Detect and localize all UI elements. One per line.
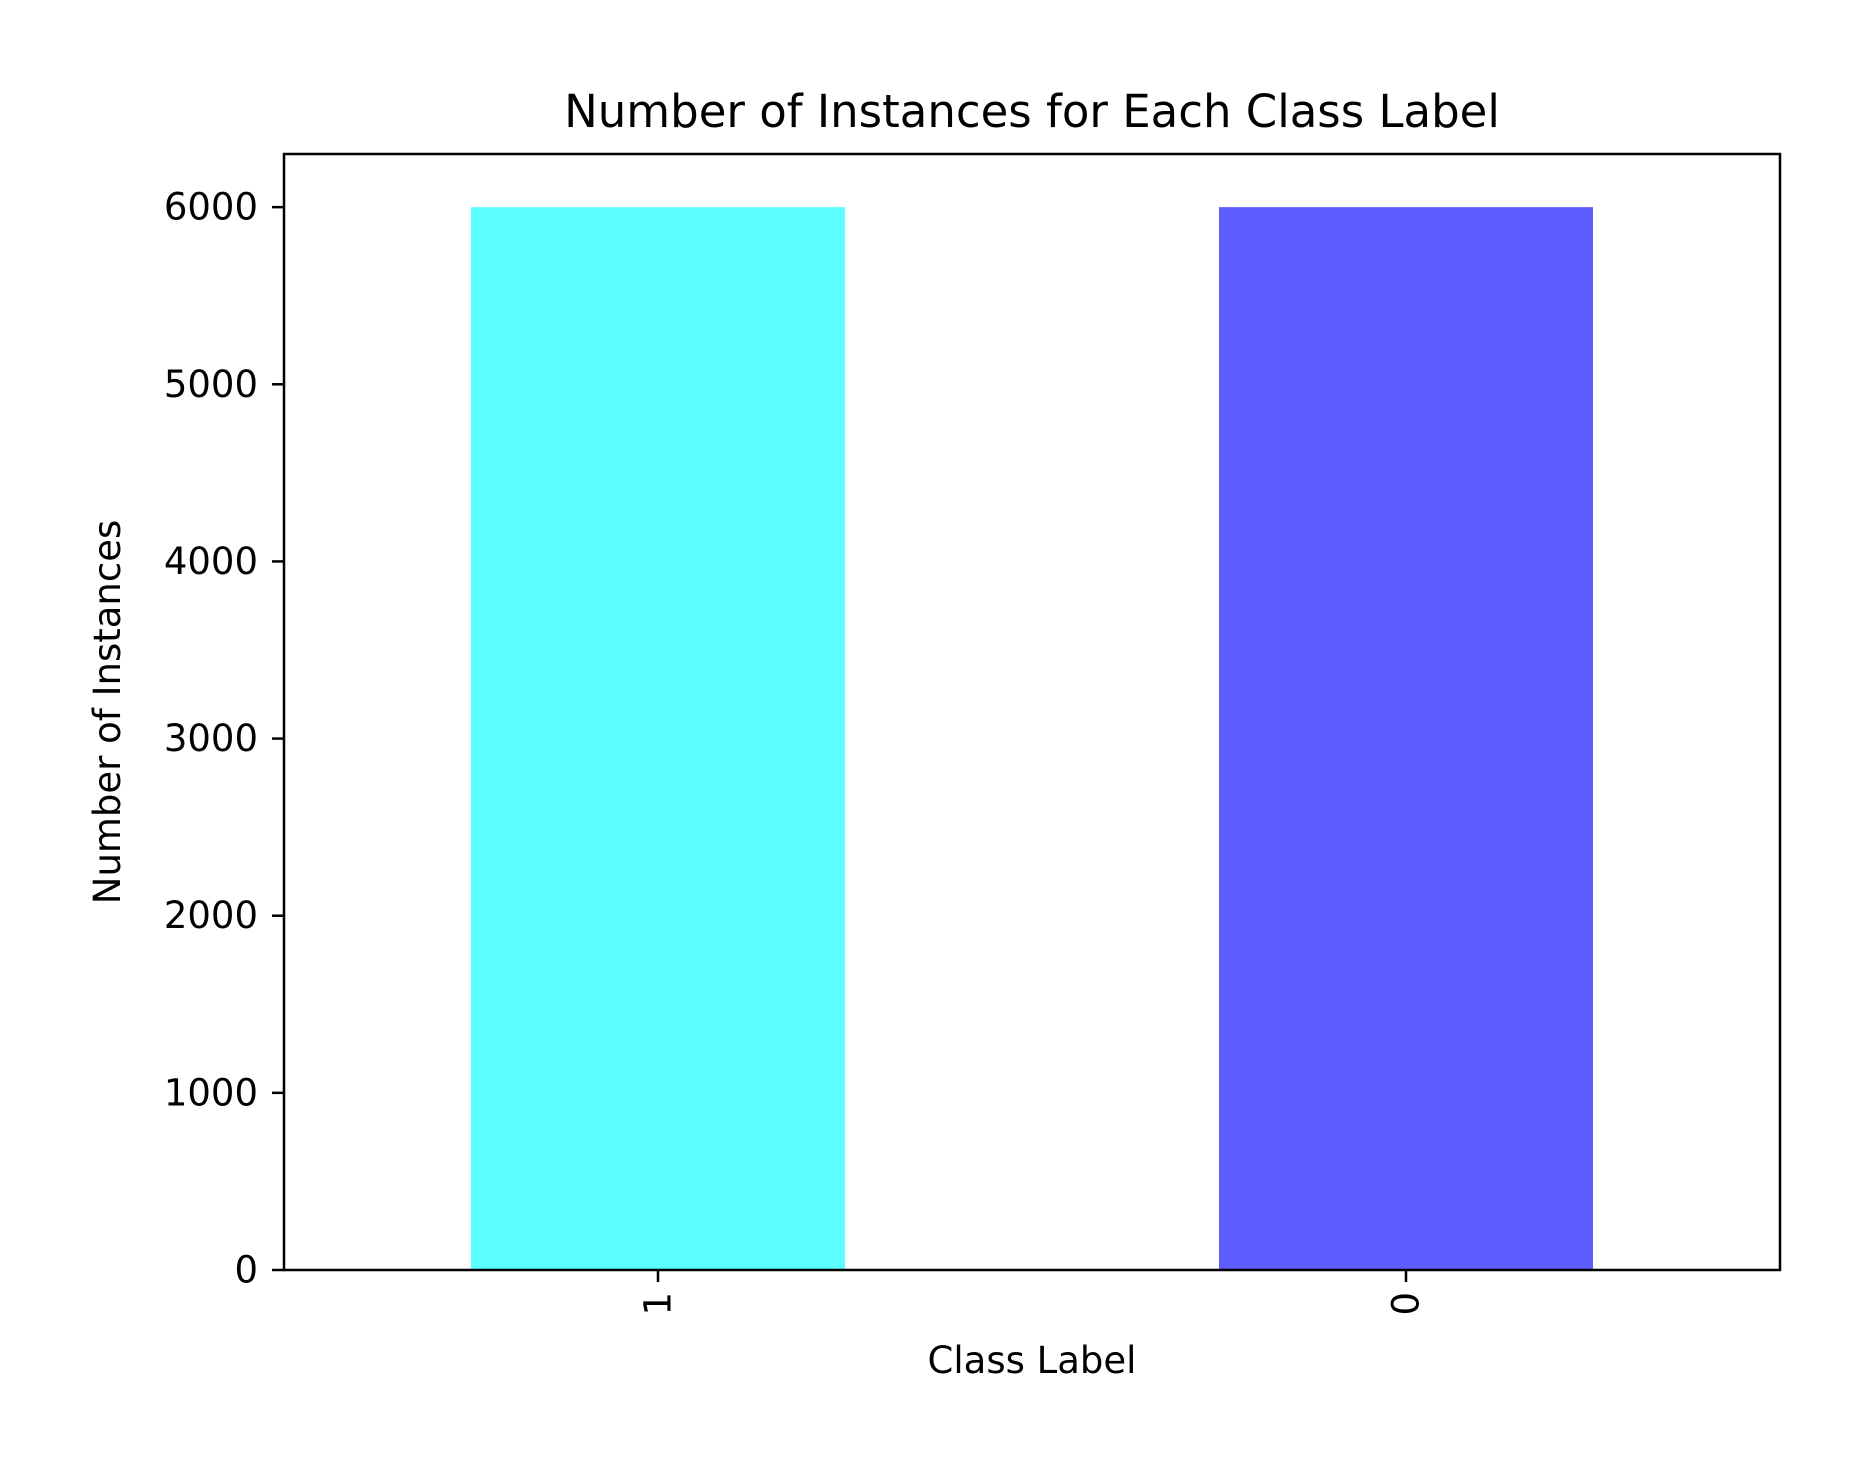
bar-0	[1219, 207, 1593, 1271]
x-tick-label-0: 0	[1385, 1292, 1428, 1316]
x-tick-label-1: 1	[637, 1292, 680, 1316]
y-axis-label: Number of Instances	[86, 520, 129, 904]
y-tick-label-5000: 5000	[164, 363, 258, 406]
y-tick-label-6000: 6000	[164, 186, 258, 229]
y-tick-label-2000: 2000	[164, 894, 258, 937]
chart-title: Number of Instances for Each Class Label	[564, 85, 1500, 138]
plot-area: 1 0 0 1000 2000 3000 4000 5000 6000	[164, 152, 1782, 1316]
y-tick-label-4000: 4000	[164, 540, 258, 583]
y-tick-label-3000: 3000	[164, 717, 258, 760]
y-tick-label-1000: 1000	[164, 1071, 258, 1114]
axes-frame	[282, 152, 1782, 1272]
bar-1	[471, 207, 845, 1271]
y-tick-label-0: 0	[234, 1249, 258, 1292]
x-axis-label: Class Label	[928, 1339, 1137, 1382]
